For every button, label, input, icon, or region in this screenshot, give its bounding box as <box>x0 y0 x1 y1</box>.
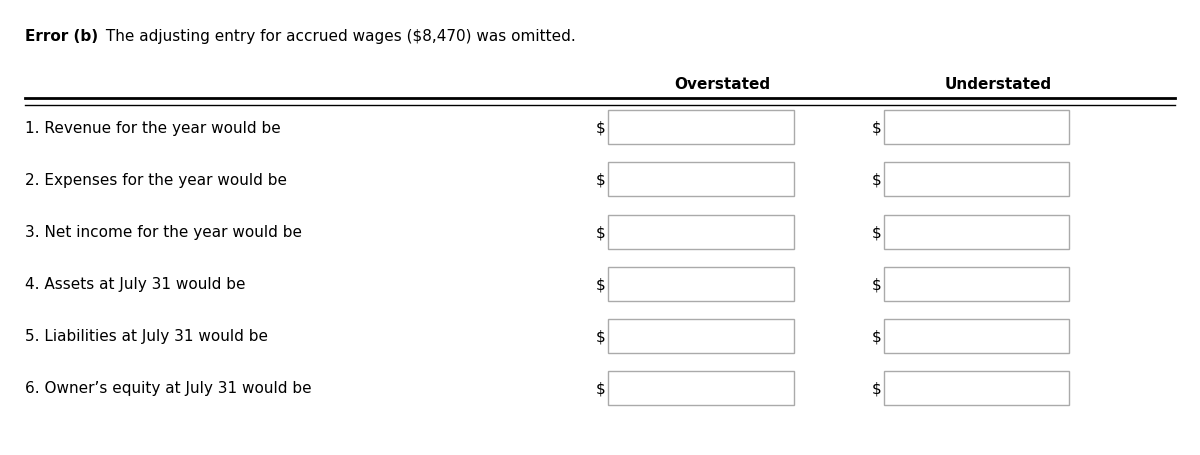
FancyBboxPatch shape <box>883 371 1069 405</box>
FancyBboxPatch shape <box>608 215 794 249</box>
Text: The adjusting entry for accrued wages ($8,470) was omitted.: The adjusting entry for accrued wages ($… <box>101 29 576 44</box>
Text: 1. Revenue for the year would be: 1. Revenue for the year would be <box>25 121 281 136</box>
Text: 3. Net income for the year would be: 3. Net income for the year would be <box>25 224 302 239</box>
FancyBboxPatch shape <box>883 267 1069 301</box>
Text: $: $ <box>596 380 606 395</box>
Text: 6. Owner’s equity at July 31 would be: 6. Owner’s equity at July 31 would be <box>25 380 312 395</box>
Text: $: $ <box>871 121 881 136</box>
FancyBboxPatch shape <box>608 163 794 197</box>
FancyBboxPatch shape <box>608 319 794 353</box>
FancyBboxPatch shape <box>608 267 794 301</box>
Text: $: $ <box>596 224 606 239</box>
Text: $: $ <box>596 277 606 292</box>
Text: Overstated: Overstated <box>674 77 770 92</box>
Text: $: $ <box>596 121 606 136</box>
Text: $: $ <box>871 277 881 292</box>
FancyBboxPatch shape <box>608 371 794 405</box>
FancyBboxPatch shape <box>883 111 1069 145</box>
Text: Understated: Understated <box>944 77 1051 92</box>
Text: $: $ <box>871 329 881 344</box>
Text: 4. Assets at July 31 would be: 4. Assets at July 31 would be <box>25 277 246 292</box>
Text: Error (b): Error (b) <box>25 29 98 44</box>
Text: $: $ <box>871 224 881 239</box>
Text: $: $ <box>871 380 881 395</box>
FancyBboxPatch shape <box>883 319 1069 353</box>
Text: 5. Liabilities at July 31 would be: 5. Liabilities at July 31 would be <box>25 329 269 344</box>
FancyBboxPatch shape <box>883 215 1069 249</box>
Text: $: $ <box>596 172 606 187</box>
FancyBboxPatch shape <box>883 163 1069 197</box>
FancyBboxPatch shape <box>608 111 794 145</box>
Text: $: $ <box>871 172 881 187</box>
Text: $: $ <box>596 329 606 344</box>
Text: 2. Expenses for the year would be: 2. Expenses for the year would be <box>25 172 287 187</box>
